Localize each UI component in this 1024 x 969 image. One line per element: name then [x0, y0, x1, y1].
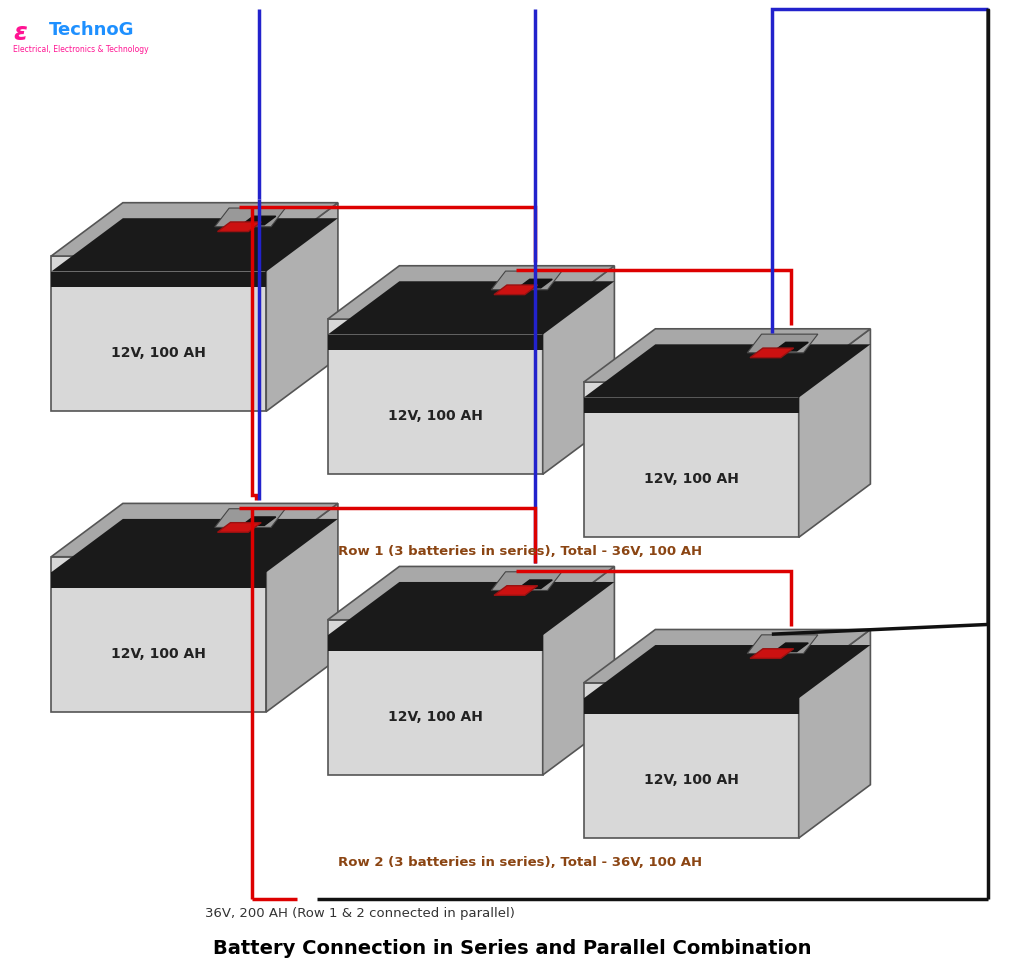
Polygon shape — [51, 504, 338, 557]
Polygon shape — [266, 504, 338, 712]
Polygon shape — [750, 649, 794, 659]
Polygon shape — [584, 345, 870, 398]
Polygon shape — [51, 272, 266, 288]
Polygon shape — [51, 519, 338, 573]
Polygon shape — [584, 645, 870, 699]
Polygon shape — [518, 580, 552, 589]
Polygon shape — [584, 630, 870, 683]
Polygon shape — [584, 383, 799, 538]
Polygon shape — [584, 329, 870, 383]
Polygon shape — [215, 510, 286, 528]
Text: Row 2 (3 batteries in series), Total - 36V, 100 AH: Row 2 (3 batteries in series), Total - 3… — [338, 855, 702, 867]
Polygon shape — [242, 517, 275, 526]
Polygon shape — [799, 630, 870, 838]
Polygon shape — [543, 567, 614, 775]
Polygon shape — [518, 280, 552, 289]
Polygon shape — [51, 257, 266, 412]
Text: Electrical, Electronics & Technology: Electrical, Electronics & Technology — [13, 45, 148, 53]
Polygon shape — [328, 567, 614, 620]
Polygon shape — [215, 209, 286, 228]
Text: 12V, 100 AH: 12V, 100 AH — [112, 646, 206, 660]
Polygon shape — [494, 286, 538, 296]
Polygon shape — [328, 320, 543, 475]
Text: 12V, 100 AH: 12V, 100 AH — [388, 709, 482, 723]
Polygon shape — [217, 523, 261, 533]
Text: Row 1 (3 batteries in series), Total - 36V, 100 AH: Row 1 (3 batteries in series), Total - 3… — [338, 545, 702, 557]
Polygon shape — [328, 620, 543, 775]
Polygon shape — [774, 643, 808, 652]
Text: 12V, 100 AH: 12V, 100 AH — [644, 472, 738, 485]
Text: 12V, 100 AH: 12V, 100 AH — [112, 346, 206, 359]
Polygon shape — [328, 636, 543, 651]
Polygon shape — [266, 203, 338, 412]
Polygon shape — [51, 203, 338, 257]
Polygon shape — [750, 349, 794, 359]
Polygon shape — [51, 557, 266, 712]
Polygon shape — [799, 329, 870, 538]
Text: Battery Connection in Series and Parallel Combination: Battery Connection in Series and Paralle… — [213, 938, 811, 957]
Polygon shape — [748, 636, 818, 654]
Polygon shape — [494, 586, 538, 596]
Polygon shape — [774, 343, 808, 352]
Polygon shape — [328, 282, 614, 335]
Polygon shape — [492, 572, 562, 591]
Polygon shape — [328, 266, 614, 320]
Text: 12V, 100 AH: 12V, 100 AH — [644, 772, 738, 786]
Polygon shape — [543, 266, 614, 475]
Polygon shape — [242, 217, 275, 226]
Polygon shape — [51, 573, 266, 588]
Polygon shape — [217, 223, 261, 233]
Polygon shape — [584, 398, 799, 414]
Text: 12V, 100 AH: 12V, 100 AH — [388, 409, 482, 422]
Polygon shape — [51, 219, 338, 272]
Polygon shape — [748, 335, 818, 354]
Text: TechnoG: TechnoG — [49, 21, 134, 40]
Text: ε: ε — [13, 21, 28, 46]
Polygon shape — [584, 699, 799, 714]
Polygon shape — [328, 582, 614, 636]
Polygon shape — [584, 683, 799, 838]
Text: 36V, 200 AH (Row 1 & 2 connected in parallel): 36V, 200 AH (Row 1 & 2 connected in para… — [205, 906, 515, 920]
Polygon shape — [328, 335, 543, 351]
Polygon shape — [492, 271, 562, 291]
